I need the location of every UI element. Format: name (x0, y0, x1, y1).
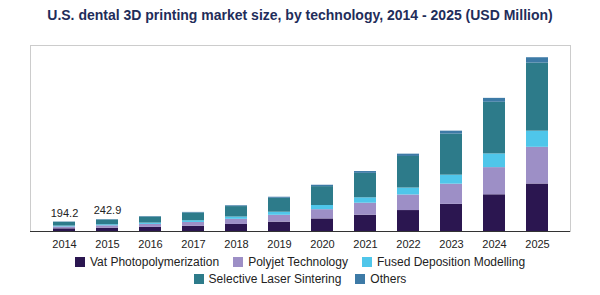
html-text:U.S. dental 3D printing market: U.S. dental 3D printing market size, by … (47, 7, 553, 23)
svg-text:194.2: 194.2 (51, 207, 79, 219)
svg-text:2018: 2018 (224, 238, 248, 250)
svg-text:2021: 2021 (353, 238, 377, 250)
html-text:Vat Photopolymerization: Vat Photopolymerization (89, 255, 220, 269)
html-text:Others: Others (370, 272, 407, 286)
html-text:Polyjet Technology: Polyjet Technology (248, 255, 348, 269)
svg-text:2023: 2023 (439, 238, 463, 250)
svg-text:2025: 2025 (525, 238, 549, 250)
svg-text:2019: 2019 (267, 238, 291, 250)
html-text:Fused Deposition Modelling: Fused Deposition Modelling (377, 255, 526, 269)
svg-text:2022: 2022 (396, 238, 420, 250)
svg-text:2024: 2024 (482, 238, 506, 250)
svg-text:2020: 2020 (310, 238, 334, 250)
svg-text:242.9: 242.9 (94, 204, 122, 216)
svg-text:2016: 2016 (138, 238, 162, 250)
svg-text:2014: 2014 (52, 238, 76, 250)
svg-text:2015: 2015 (95, 238, 119, 250)
svg-text:2017: 2017 (181, 238, 205, 250)
html-text:Selective Laser Sintering: Selective Laser Sintering (208, 272, 342, 286)
